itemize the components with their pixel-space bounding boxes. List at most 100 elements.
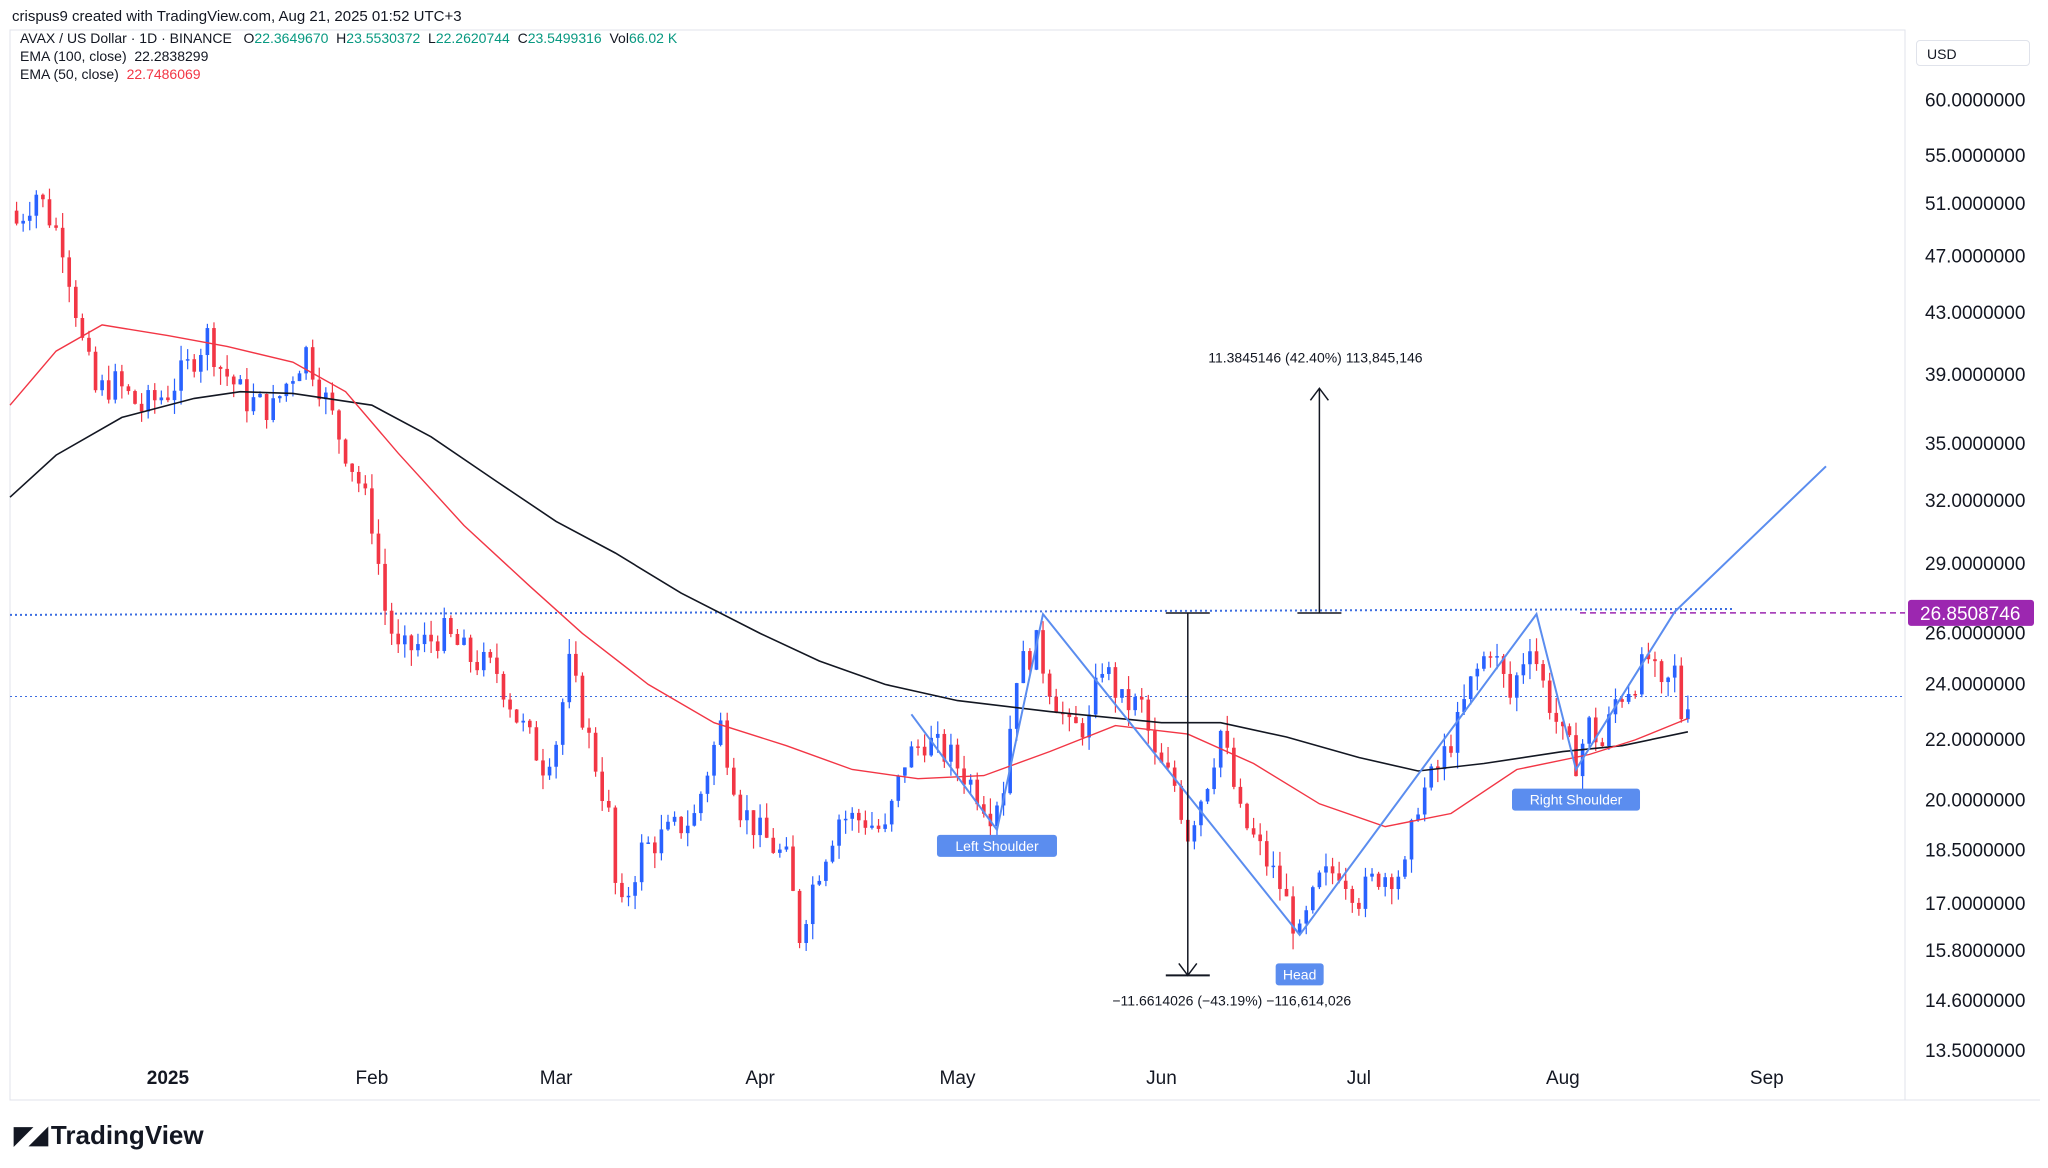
candle xyxy=(396,619,401,654)
candle-body xyxy=(1554,712,1559,722)
candle xyxy=(1317,870,1322,890)
candle xyxy=(1146,694,1151,744)
candle xyxy=(1626,684,1631,705)
symbol-legend[interactable]: AVAX / US Dollar · 1D · BINANCE O22.3649… xyxy=(20,30,677,46)
candle xyxy=(1593,707,1598,752)
candle xyxy=(804,919,808,951)
candles xyxy=(14,188,1690,951)
candle xyxy=(679,816,683,839)
candle xyxy=(126,384,131,395)
x-tick-label: Jul xyxy=(1347,1068,1371,1089)
candle-body xyxy=(1653,659,1657,662)
candle xyxy=(1653,651,1657,677)
candle-body xyxy=(133,391,137,404)
candle-body xyxy=(1014,683,1019,729)
x-tick-label: Jun xyxy=(1146,1068,1177,1089)
candle-body xyxy=(1317,872,1322,888)
resistance-price-badge: 26.8508746 xyxy=(1908,599,2034,626)
currency-label: USD xyxy=(1927,46,1957,62)
candle xyxy=(692,804,697,827)
candle xyxy=(659,814,664,861)
candle xyxy=(60,213,65,274)
candle xyxy=(1436,759,1440,783)
candle-body xyxy=(1126,689,1131,711)
candle xyxy=(810,876,815,940)
candle-body xyxy=(47,199,52,226)
candle-body xyxy=(1238,786,1243,804)
candle xyxy=(1534,638,1539,671)
candle xyxy=(554,741,558,779)
ema100-legend[interactable]: EMA (100, close) 22.2838299 xyxy=(20,48,208,64)
candle xyxy=(1686,695,1690,723)
candle xyxy=(1468,675,1473,705)
candle xyxy=(481,642,486,677)
candle xyxy=(67,250,72,303)
candle xyxy=(1389,873,1394,905)
candle-body xyxy=(1429,766,1434,788)
candle-body xyxy=(389,610,394,634)
candle-body xyxy=(416,644,420,651)
x-tick-label: Apr xyxy=(745,1068,775,1089)
volume-label: Vol xyxy=(609,30,629,46)
candle-body xyxy=(1113,667,1118,698)
ema50-legend[interactable]: EMA (50, close) 22.7486069 xyxy=(20,66,201,82)
candle-body xyxy=(541,760,545,776)
candle xyxy=(771,828,776,854)
candle xyxy=(416,633,420,657)
candle-body xyxy=(929,737,933,756)
candle xyxy=(560,698,565,755)
candle xyxy=(587,718,591,749)
candle xyxy=(850,807,855,831)
candle xyxy=(1087,705,1091,750)
candle xyxy=(731,757,736,797)
candle xyxy=(245,368,249,423)
candle-body xyxy=(435,641,440,651)
currency-selector[interactable]: USD xyxy=(1916,40,2030,66)
candle-body xyxy=(60,227,65,258)
candle xyxy=(264,393,269,429)
x-tick-label: May xyxy=(940,1068,976,1089)
candle xyxy=(310,339,315,387)
candle xyxy=(508,693,512,718)
candle xyxy=(1666,676,1670,697)
candle-body xyxy=(1192,825,1197,842)
candle-body xyxy=(554,744,558,767)
candle-body xyxy=(488,651,493,658)
candle-body xyxy=(113,371,118,400)
candle xyxy=(1383,872,1388,897)
candle xyxy=(87,330,91,356)
candle-body xyxy=(1403,859,1407,877)
candle xyxy=(1324,853,1328,886)
candle xyxy=(238,374,243,385)
candle-body xyxy=(1508,673,1513,698)
candle-body xyxy=(1672,665,1677,678)
candle xyxy=(475,650,479,676)
candle-body xyxy=(653,842,657,854)
candle-body xyxy=(521,720,526,723)
candle xyxy=(672,811,677,826)
candle xyxy=(251,383,256,415)
candle xyxy=(14,201,19,226)
candle-body xyxy=(1067,713,1072,718)
ohlc-low: 22.2620744 xyxy=(435,30,510,46)
candle xyxy=(34,190,39,229)
candle-body xyxy=(633,882,637,896)
candle-body xyxy=(1133,696,1137,711)
candle-body xyxy=(1330,866,1335,874)
candle-body xyxy=(725,720,730,768)
chart-credit: crispus9 created with TradingView.com, A… xyxy=(12,8,462,25)
candle-body xyxy=(679,816,683,834)
candle-body xyxy=(212,328,216,368)
candle-body xyxy=(468,637,473,662)
candle xyxy=(350,463,354,482)
candle-body xyxy=(949,744,953,762)
candle xyxy=(271,384,276,423)
candle xyxy=(1330,857,1335,885)
candle-body xyxy=(758,817,762,836)
candle-body xyxy=(218,367,223,369)
candle-body xyxy=(1324,866,1328,873)
candle-body xyxy=(1054,696,1059,713)
candle-body xyxy=(1686,709,1690,720)
candle-body xyxy=(593,732,598,772)
